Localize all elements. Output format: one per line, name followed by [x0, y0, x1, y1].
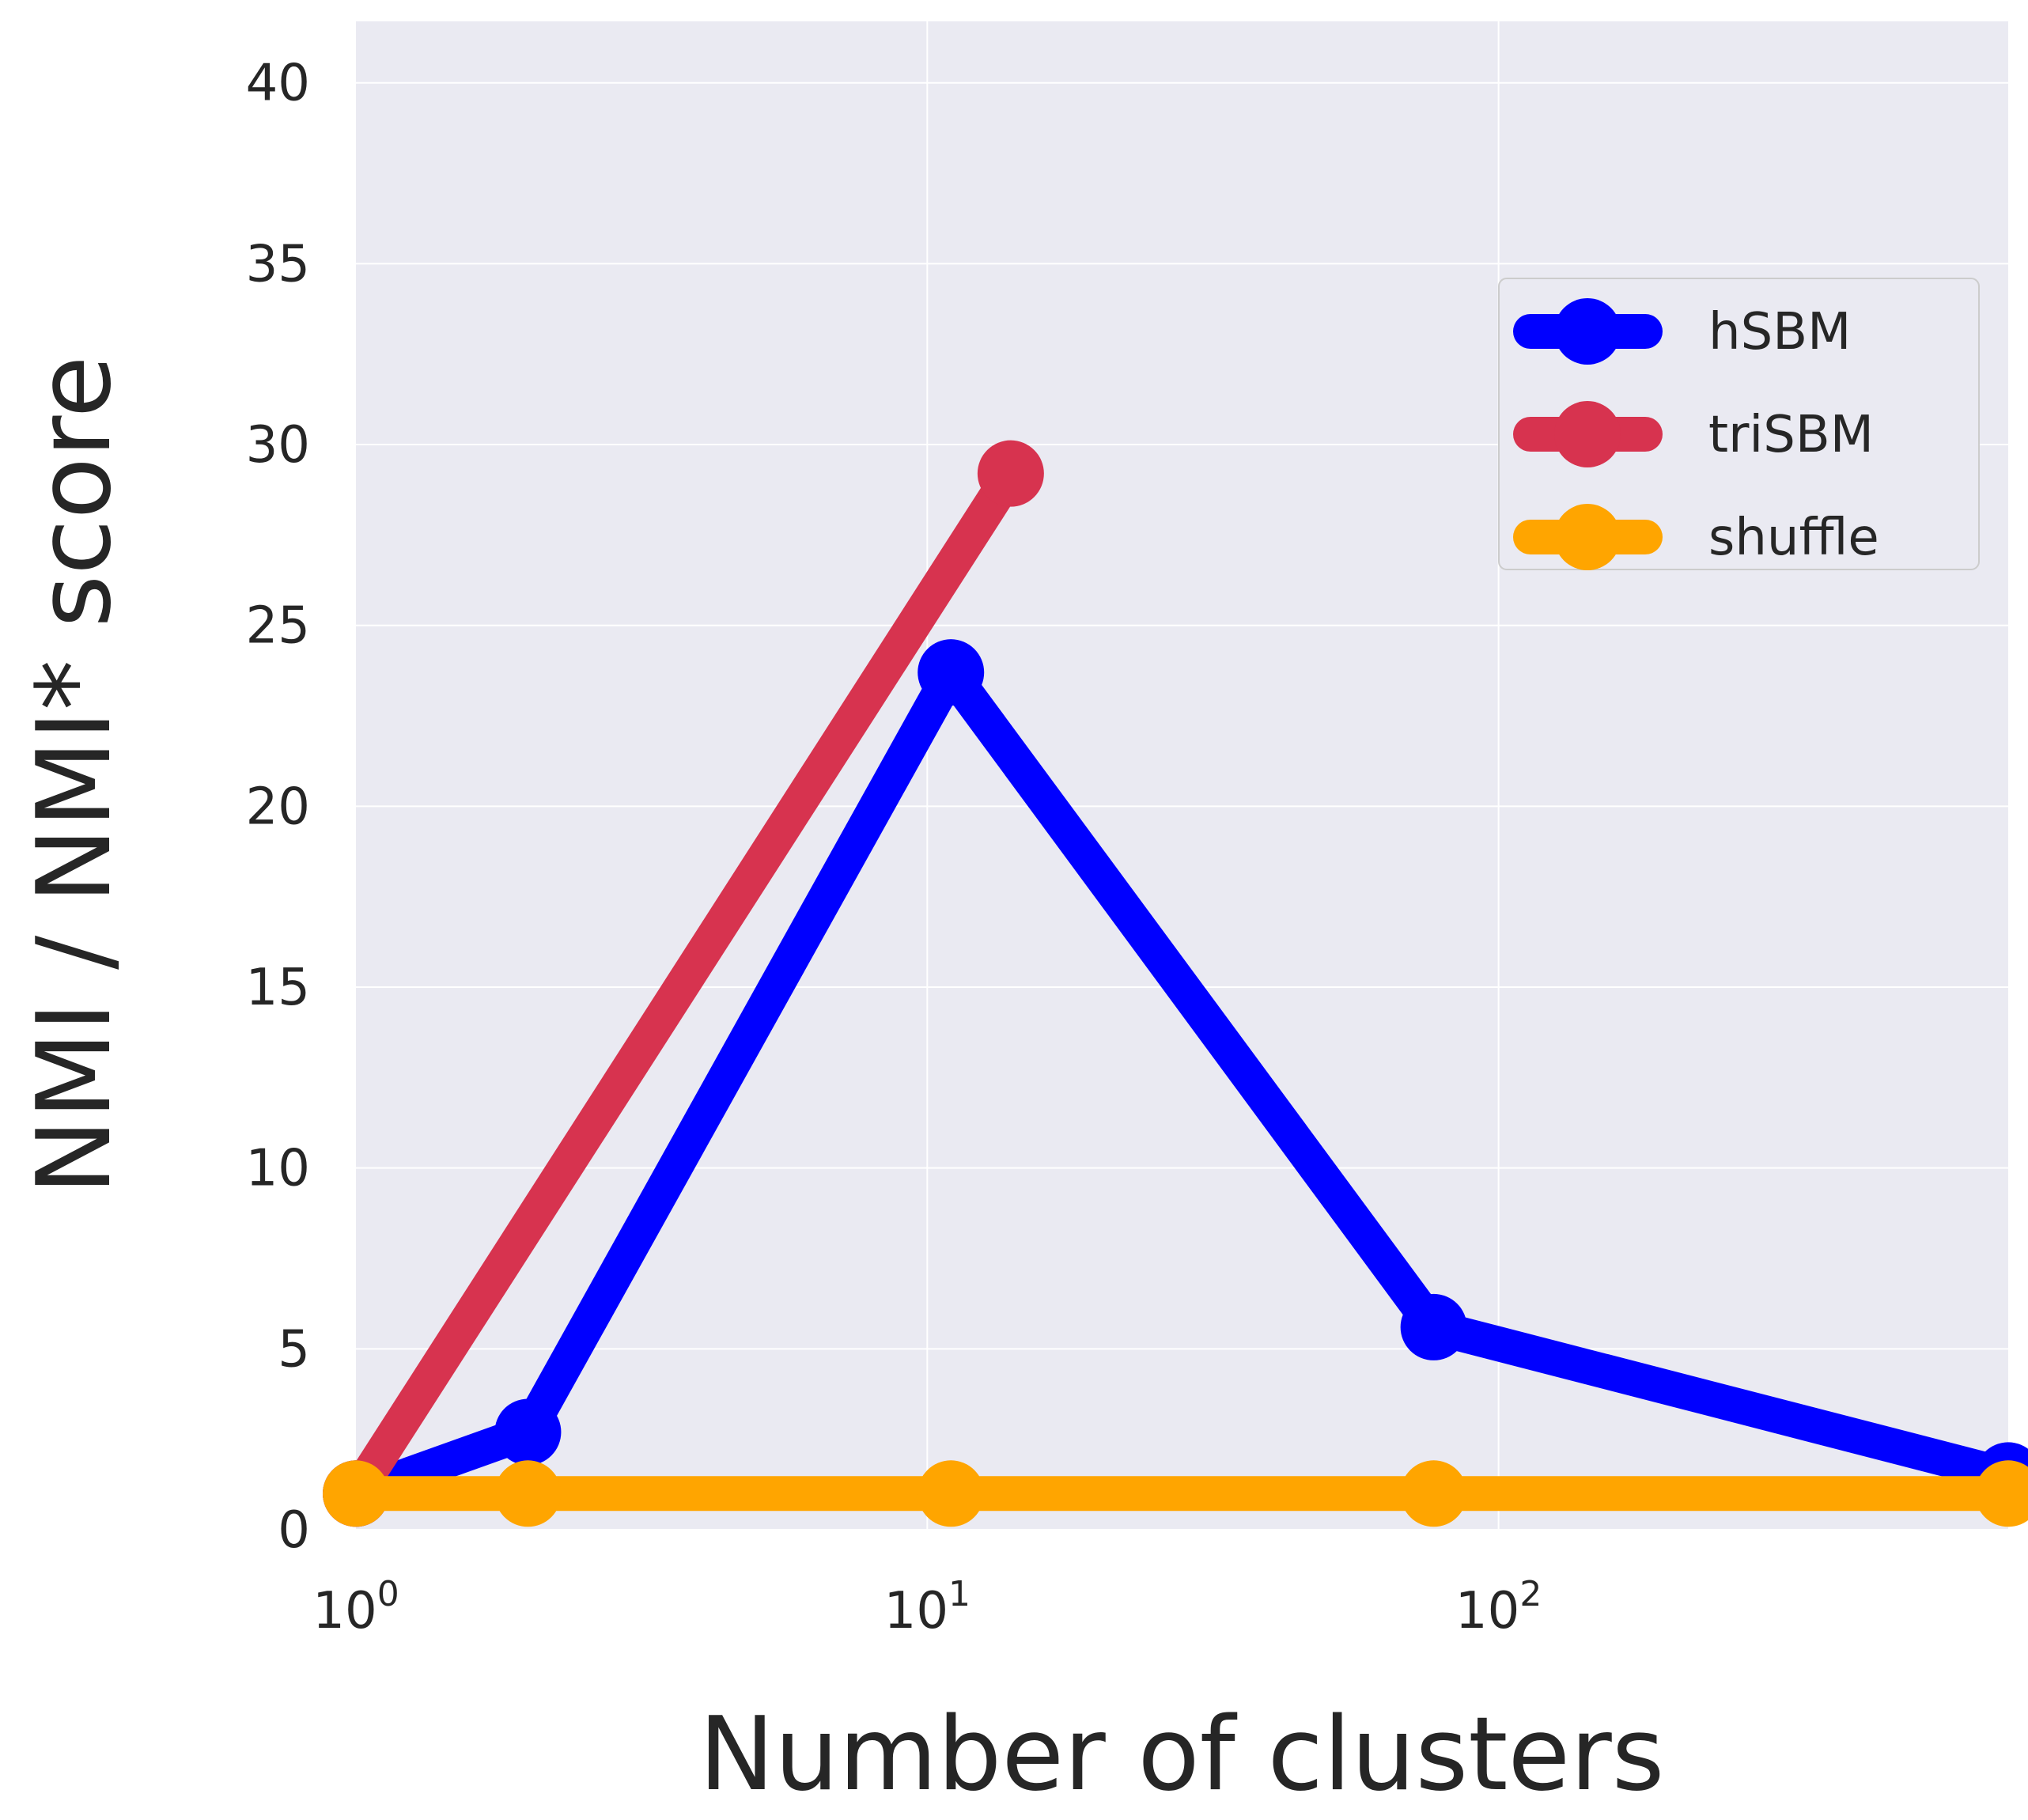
data-point-shuffle: [1975, 1460, 2028, 1527]
data-point-hsbm: [918, 639, 985, 706]
y-tick-label: 20: [246, 778, 310, 836]
legend: hSBM triSBM shuffle: [1498, 278, 1980, 570]
series-shuffle: [323, 1460, 2028, 1527]
y-tick-label: 10: [246, 1140, 310, 1198]
legend-entry-shuffle: shuffle: [1513, 504, 1879, 570]
y-tick-label: 35: [246, 235, 310, 293]
y-tick-label: 25: [246, 597, 310, 656]
x-axis-title: Number of clusters: [699, 1696, 1665, 1814]
y-tick-label: 5: [278, 1320, 310, 1379]
x-axis-ticks: 100 101 102: [312, 1574, 1542, 1640]
legend-swatch-marker: [1554, 401, 1621, 467]
data-point-trisbm: [977, 440, 1044, 507]
data-point-shuffle: [918, 1460, 985, 1527]
y-axis-ticks: 0 5 10 15 20 25 30 35 40: [246, 55, 310, 1560]
series-layer: [323, 440, 2028, 1527]
grid: [356, 21, 2008, 1531]
y-tick-label: 15: [246, 959, 310, 1017]
data-point-shuffle: [494, 1460, 562, 1527]
data-point-hsbm: [1400, 1293, 1467, 1360]
legend-frame: [1498, 278, 1980, 570]
legend-entries: hSBM triSBM shuffle: [1513, 298, 1879, 570]
legend-swatch-marker: [1554, 504, 1621, 570]
legend-label: triSBM: [1708, 406, 1874, 464]
legend-swatch-marker: [1554, 298, 1621, 365]
legend-entry-trisbm: triSBM: [1513, 401, 1874, 467]
legend-label: shuffle: [1708, 509, 1879, 567]
data-point-shuffle: [1400, 1460, 1467, 1527]
x-tick-label: 102: [1455, 1574, 1542, 1640]
data-point-hsbm: [494, 1398, 562, 1466]
y-tick-label: 30: [246, 416, 310, 475]
y-tick-label: 0: [278, 1501, 310, 1560]
y-axis-title: NMI / NMI* score: [16, 356, 134, 1195]
data-point-shuffle: [323, 1460, 389, 1527]
x-tick-label: 100: [312, 1574, 399, 1640]
x-tick-label: 101: [884, 1574, 970, 1640]
legend-label: hSBM: [1708, 303, 1851, 361]
series-line-trisbm: [341, 464, 1026, 1504]
legend-entry-hsbm: hSBM: [1513, 298, 1851, 365]
y-tick-label: 40: [246, 55, 310, 113]
